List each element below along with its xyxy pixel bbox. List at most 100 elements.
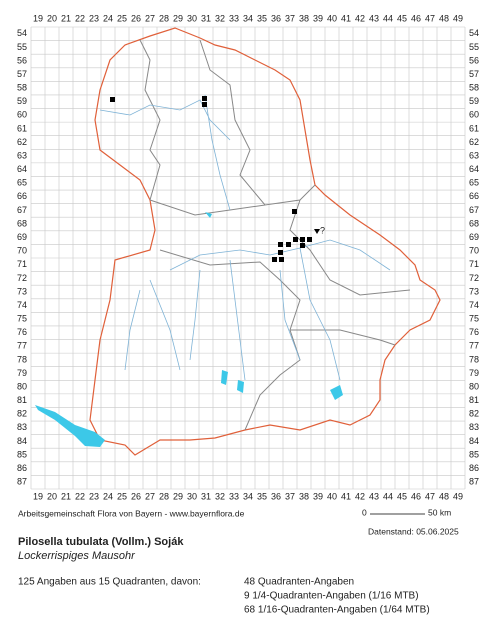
column-label: 25: [117, 13, 127, 23]
row-label: 70: [469, 246, 479, 256]
row-label: 66: [469, 191, 479, 201]
row-label: 76: [469, 327, 479, 337]
row-label: 83: [469, 422, 479, 432]
breakdown-item: 68 1/16-Quadranten-Angaben (1/64 MTB): [244, 605, 430, 616]
column-label: 19: [33, 491, 43, 501]
date: Datenstand: 05.06.2025: [368, 526, 459, 536]
row-label: 63: [17, 150, 27, 160]
summary: 125 Angaben aus 15 Quadranten, davon:: [18, 577, 201, 588]
row-label: 56: [469, 55, 479, 65]
row-label: 69: [17, 232, 27, 242]
credit: Arbeitsgemeinschaft Flora von Bayern - w…: [18, 508, 245, 518]
column-label: 19: [33, 13, 43, 23]
column-label: 42: [355, 13, 365, 23]
occurrence: [307, 237, 312, 242]
row-label: 80: [17, 381, 27, 391]
occurrence: [300, 243, 305, 248]
column-label: 42: [355, 491, 365, 501]
row-label: 55: [17, 42, 27, 52]
column-label: 22: [75, 13, 85, 23]
column-label: 32: [215, 13, 225, 23]
column-label: 49: [453, 491, 463, 501]
occurrence: [278, 242, 283, 247]
column-label: 33: [229, 491, 239, 501]
column-label: 49: [453, 13, 463, 23]
row-label: 77: [17, 341, 27, 351]
row-label: 64: [17, 164, 27, 174]
row-label: 58: [17, 83, 27, 93]
row-label: 65: [17, 178, 27, 188]
occurrence: [202, 96, 207, 101]
column-label: 44: [383, 13, 393, 23]
column-label: 20: [47, 13, 57, 23]
row-label: 85: [469, 449, 479, 459]
column-label: 47: [425, 491, 435, 501]
row-label: 82: [469, 409, 479, 419]
row-label: 78: [469, 354, 479, 364]
row-label: 58: [469, 83, 479, 93]
row-label: 78: [17, 354, 27, 364]
column-label: 48: [439, 491, 449, 501]
row-label: 79: [469, 368, 479, 378]
column-label: 35: [257, 13, 267, 23]
column-label: 24: [103, 491, 113, 501]
column-label: 27: [145, 13, 155, 23]
district-borders: [139, 39, 411, 431]
column-label: 46: [411, 13, 421, 23]
row-label: 68: [469, 218, 479, 228]
column-label: 28: [159, 491, 169, 501]
column-label: 27: [145, 491, 155, 501]
row-label: 66: [17, 191, 27, 201]
column-label: 21: [61, 13, 71, 23]
column-label: 45: [397, 13, 407, 23]
row-label: 86: [17, 463, 27, 473]
column-label: 20: [47, 491, 57, 501]
row-label: 83: [17, 422, 27, 432]
row-label: 72: [469, 273, 479, 283]
uncertain-occurrence: [314, 229, 320, 234]
row-label: 69: [469, 232, 479, 242]
row-label: 54: [17, 28, 27, 38]
column-label: 28: [159, 13, 169, 23]
row-label: 65: [469, 178, 479, 188]
column-label: 47: [425, 13, 435, 23]
occurrence: [300, 237, 305, 242]
column-label: 30: [187, 491, 197, 501]
column-label: 25: [117, 491, 127, 501]
column-label: 33: [229, 13, 239, 23]
column-label: 46: [411, 491, 421, 501]
row-label: 57: [17, 69, 27, 79]
row-label: 73: [469, 286, 479, 296]
row-label: 68: [17, 218, 27, 228]
column-label: 34: [243, 491, 253, 501]
row-label: 80: [469, 381, 479, 391]
occurrence: [286, 242, 291, 247]
row-label: 73: [17, 286, 27, 296]
column-label: 44: [383, 491, 393, 501]
row-label: 71: [469, 259, 479, 269]
row-label: 62: [469, 137, 479, 147]
row-label: 60: [17, 110, 27, 120]
row-label: 79: [17, 368, 27, 378]
column-label: 31: [201, 13, 211, 23]
row-label: 64: [469, 164, 479, 174]
occurrence: [202, 102, 207, 107]
column-label: 35: [257, 491, 267, 501]
row-label: 61: [17, 123, 27, 133]
row-label: 86: [469, 463, 479, 473]
row-label: 84: [17, 436, 27, 446]
row-label: 81: [469, 395, 479, 405]
scale-end: 50 km: [428, 507, 451, 517]
scale-start: 0: [362, 507, 367, 517]
breakdown-item: 9 1/4-Quadranten-Angaben (1/16 MTB): [244, 591, 419, 602]
column-label: 32: [215, 491, 225, 501]
column-label: 21: [61, 491, 71, 501]
row-label: 57: [469, 69, 479, 79]
row-label: 61: [469, 123, 479, 133]
occurrence: [293, 237, 298, 242]
row-label: 81: [17, 395, 27, 405]
occurrence: [272, 257, 277, 262]
column-label: 38: [299, 13, 309, 23]
row-label: 75: [469, 314, 479, 324]
